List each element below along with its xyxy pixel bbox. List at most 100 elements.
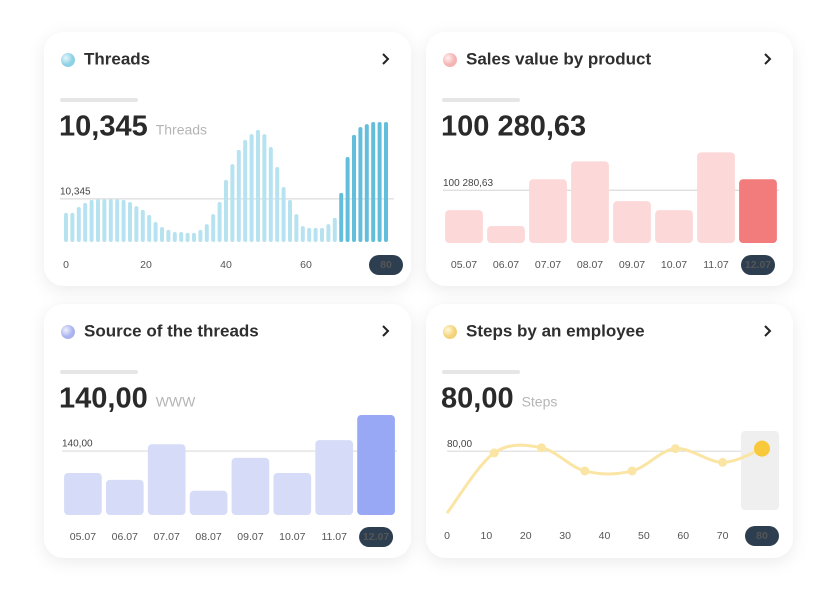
x-tick-label: 70 bbox=[717, 530, 729, 542]
bar bbox=[358, 127, 363, 242]
open-arrow[interactable] bbox=[382, 53, 390, 65]
x-tick-label: 12.07 bbox=[363, 531, 389, 543]
bar bbox=[268, 147, 273, 242]
bar bbox=[487, 226, 525, 243]
bar bbox=[172, 232, 177, 242]
point bbox=[489, 448, 499, 458]
bar bbox=[211, 214, 216, 242]
card-title: Sales value by product bbox=[466, 49, 652, 68]
bar bbox=[179, 232, 184, 242]
reference-label: 10,345 bbox=[60, 187, 91, 198]
bar bbox=[313, 227, 318, 242]
point bbox=[627, 466, 637, 476]
reference-label: 80,00 bbox=[447, 439, 472, 450]
bar bbox=[249, 134, 254, 242]
bar bbox=[70, 212, 75, 242]
bar bbox=[571, 161, 609, 243]
placeholder-bar bbox=[60, 98, 138, 102]
open-arrow[interactable] bbox=[764, 53, 772, 65]
bar bbox=[273, 473, 312, 515]
bar bbox=[121, 199, 126, 242]
x-tick-label: 40 bbox=[599, 530, 611, 542]
bar bbox=[198, 229, 203, 242]
bar bbox=[739, 179, 777, 243]
bar bbox=[76, 207, 81, 242]
bar bbox=[243, 139, 248, 242]
bar bbox=[147, 214, 152, 242]
bar bbox=[364, 124, 369, 242]
bar bbox=[153, 222, 158, 242]
placeholder-bar bbox=[60, 370, 138, 374]
bar bbox=[345, 157, 350, 242]
x-tick-label: 08.07 bbox=[577, 259, 603, 271]
bar bbox=[357, 415, 395, 515]
bar bbox=[224, 179, 228, 242]
x-tick-label: 60 bbox=[677, 530, 689, 542]
tick-highlight bbox=[745, 526, 779, 546]
x-tick-label: 10.07 bbox=[661, 259, 687, 271]
x-tick-label: 60 bbox=[300, 259, 312, 271]
card-title: Threads bbox=[84, 49, 150, 68]
reference-label: 100 280,63 bbox=[443, 178, 493, 189]
bar bbox=[529, 179, 567, 243]
open-arrow[interactable] bbox=[382, 325, 390, 337]
x-tick-label: 11.07 bbox=[321, 531, 347, 543]
bar bbox=[655, 210, 693, 243]
headline: 10,345 bbox=[59, 111, 148, 143]
point bbox=[718, 457, 728, 467]
bar bbox=[192, 232, 196, 242]
open-arrow[interactable] bbox=[764, 325, 772, 337]
x-tick-label: 20 bbox=[140, 259, 152, 271]
bar bbox=[140, 209, 145, 242]
x-tick-label: 10 bbox=[481, 530, 493, 542]
headline: 100 280,63 bbox=[441, 111, 586, 143]
bar bbox=[189, 490, 228, 515]
bar bbox=[307, 227, 312, 242]
bar bbox=[64, 473, 102, 515]
x-tick-label: 06.07 bbox=[493, 259, 519, 271]
tick-highlight bbox=[359, 527, 394, 547]
card-dot bbox=[443, 53, 457, 67]
bar bbox=[102, 199, 107, 242]
bar bbox=[108, 199, 113, 242]
bar bbox=[288, 199, 292, 242]
bar bbox=[332, 217, 337, 242]
headline: 80,00 bbox=[441, 383, 514, 415]
bar bbox=[339, 192, 344, 242]
headline-unit: Steps bbox=[522, 394, 558, 410]
bar bbox=[115, 199, 120, 242]
bar bbox=[217, 202, 222, 242]
bar bbox=[134, 206, 139, 242]
bar bbox=[83, 202, 88, 242]
tick-highlight bbox=[369, 255, 403, 275]
card bbox=[426, 32, 793, 286]
bar bbox=[160, 227, 164, 242]
x-tick-label: 0 bbox=[63, 259, 69, 271]
bar bbox=[236, 149, 241, 242]
x-tick-label: 07.07 bbox=[154, 531, 180, 543]
bar bbox=[613, 201, 651, 243]
x-tick-label: 20 bbox=[520, 530, 532, 542]
card-title: Source of the threads bbox=[84, 321, 259, 340]
point bbox=[754, 440, 770, 457]
point bbox=[537, 443, 546, 453]
bar bbox=[384, 122, 388, 242]
bar bbox=[105, 479, 144, 515]
bar bbox=[294, 214, 299, 242]
card bbox=[426, 304, 793, 558]
x-tick-label: 80 bbox=[756, 530, 768, 542]
headline: 140,00 bbox=[59, 383, 148, 415]
x-tick-label: 10.07 bbox=[279, 531, 305, 543]
point bbox=[580, 466, 590, 476]
tick-highlight bbox=[741, 255, 775, 275]
bar bbox=[256, 129, 260, 242]
bar bbox=[185, 232, 190, 242]
x-tick-label: 80 bbox=[380, 259, 392, 271]
x-tick-label: 06.07 bbox=[112, 531, 138, 543]
x-tick-label: 0 bbox=[444, 530, 450, 542]
bar bbox=[315, 440, 354, 515]
bar bbox=[230, 164, 235, 242]
card-dot bbox=[61, 53, 75, 67]
x-tick-label: 05.07 bbox=[70, 531, 96, 543]
